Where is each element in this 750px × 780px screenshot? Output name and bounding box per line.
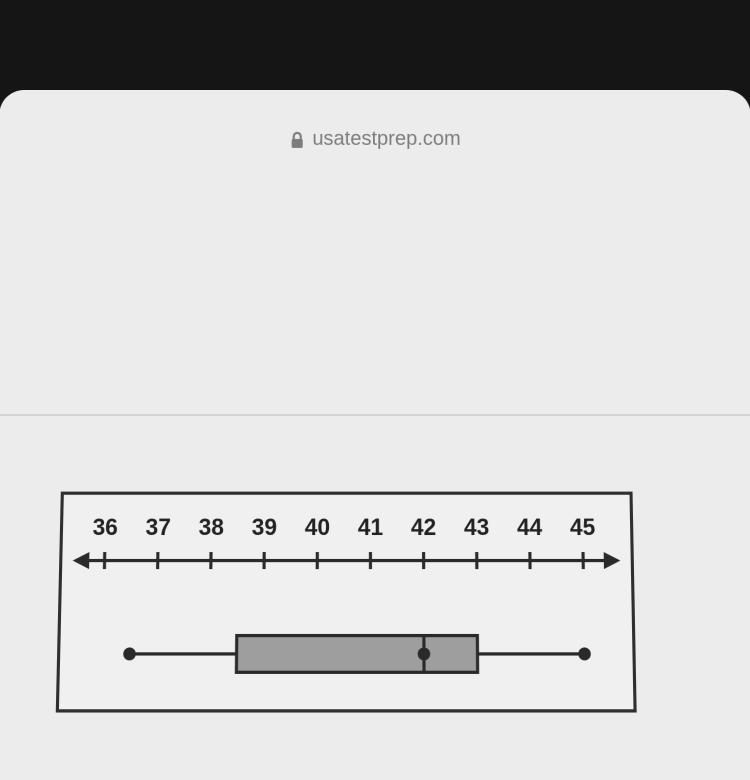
axis-tick-label: 39: [252, 514, 278, 542]
axis-tick-label: 38: [199, 514, 225, 542]
axis-tick-label: 37: [145, 514, 171, 542]
axis-tick-label: 36: [92, 514, 118, 542]
lock-icon: [289, 130, 304, 148]
boxplot-figure: 36 37 38 39 40 41 42 43 44 45: [56, 492, 637, 713]
url-text: usatestprep.com: [312, 128, 461, 151]
axis-tick-label: 44: [517, 514, 543, 542]
axis-tick-label: 45: [570, 514, 596, 542]
boxplot-chart: 36 37 38 39 40 41 42 43 44 45: [70, 514, 623, 696]
url-bar: usatestprep.com: [0, 128, 750, 151]
content-divider: [0, 414, 750, 416]
axis-tick-label: 43: [464, 514, 489, 542]
axis-tick-label: 41: [358, 514, 383, 542]
axis-tick-label: 40: [305, 514, 330, 542]
boxplot-glyph: [70, 629, 622, 679]
number-line-axis: [72, 546, 621, 593]
axis-tick-label: 42: [411, 514, 436, 542]
